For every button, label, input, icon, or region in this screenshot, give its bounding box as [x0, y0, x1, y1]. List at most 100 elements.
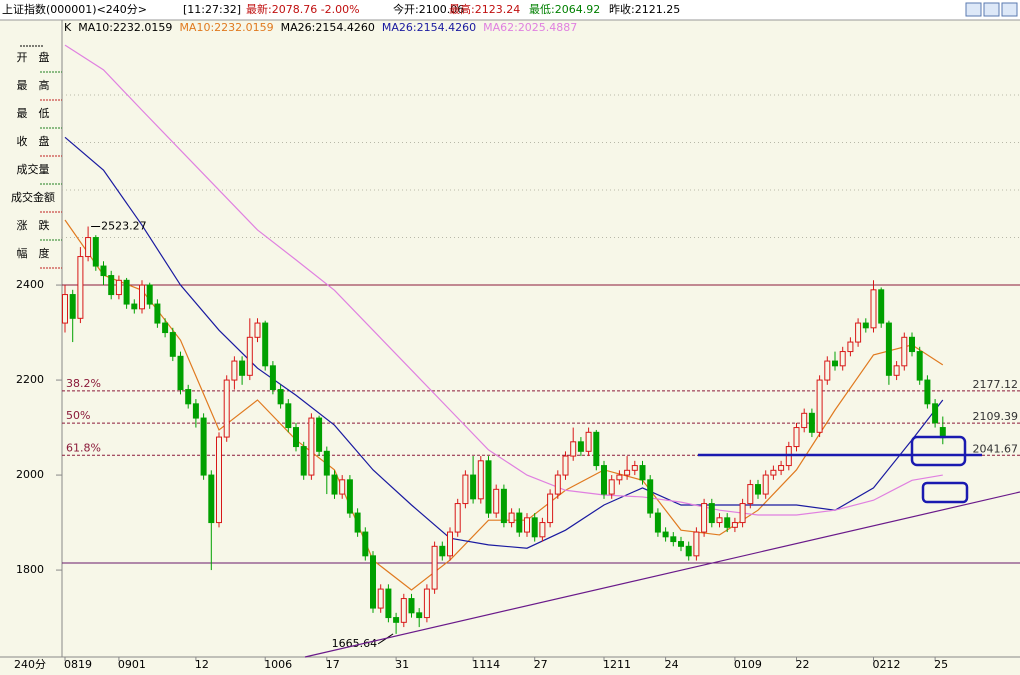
legend-entry: MA26:2154.4260 [281, 21, 375, 34]
x-tick-label: 25 [934, 658, 948, 671]
side-label: 幅 度 [17, 246, 50, 260]
candle-body [85, 237, 92, 258]
candle-body [300, 446, 307, 476]
legend-entry: MA10:2232.0159 [179, 21, 273, 34]
candle-body [69, 294, 76, 319]
x-tick-label: 0819 [64, 658, 92, 671]
candle-body [778, 465, 785, 471]
candle-body [231, 360, 238, 381]
candle-body [839, 351, 846, 367]
candle-body [585, 431, 592, 452]
candle-body [216, 436, 222, 524]
candle-body [855, 322, 862, 343]
candle-body [909, 336, 915, 353]
candle-body [454, 503, 461, 533]
candle-body [131, 303, 138, 310]
candle-body [531, 517, 538, 538]
candle-body [285, 403, 292, 429]
legend-entry: MA10:2232.0159 [78, 21, 172, 34]
header-time: [11:27:32] [183, 3, 241, 16]
candle-body [400, 598, 407, 623]
candle-body [647, 479, 654, 514]
side-label: 涨 跌 [17, 218, 50, 232]
candle-body [847, 341, 854, 353]
candle-body [624, 469, 631, 476]
x-tick-label: 1211 [603, 658, 631, 671]
fib-value: 2041.67 [973, 442, 1019, 455]
x-tick-label: 27 [534, 658, 548, 671]
candle-body [408, 598, 415, 614]
candle-body [346, 479, 353, 514]
candle-body [524, 517, 530, 533]
button-restore[interactable] [1001, 2, 1018, 17]
candle-body [808, 412, 815, 433]
candle-body [385, 588, 392, 619]
y-tick-label: 1800 [16, 563, 44, 576]
header-high: 最高:2123.24 [449, 2, 520, 16]
candle-body [62, 294, 68, 324]
candle-body [169, 332, 176, 357]
drawn-box [921, 481, 969, 504]
candle-body [354, 512, 361, 533]
x-tick-label: 12 [195, 658, 209, 671]
candle-body [662, 531, 669, 538]
candle-body [654, 512, 661, 533]
candle-body [200, 417, 207, 476]
button-prev[interactable] [965, 2, 982, 17]
candle-body [893, 365, 900, 376]
candle-body [716, 517, 723, 524]
legend-entry: MA26:2154.4260 [382, 21, 476, 34]
candle-body [639, 465, 646, 481]
candle-body [701, 503, 708, 533]
side-label: 开 盘 [17, 50, 50, 64]
button-next[interactable] [983, 2, 1000, 17]
header-low: 最低:2064.92 [529, 3, 600, 16]
candle-body [685, 545, 692, 557]
ma-line [64, 44, 943, 516]
fib-value: 2177.12 [973, 378, 1019, 391]
candle-body [192, 403, 199, 419]
candle-body [516, 512, 523, 533]
candle-body [177, 355, 184, 391]
candle-body [554, 474, 561, 495]
candle-body [885, 322, 892, 376]
candle-body [932, 403, 939, 424]
candle-body [269, 365, 276, 391]
candle-body [508, 512, 515, 524]
side-label: 收 盘 [17, 134, 50, 148]
side-label: 最 高 [17, 78, 50, 92]
candle-body [115, 279, 122, 296]
candle-body [123, 279, 130, 305]
candle-body [731, 522, 738, 528]
annotation: 2523.27 [101, 220, 147, 233]
x-tick-label: 0109 [734, 658, 762, 671]
candle-body [577, 441, 584, 452]
candle-body [246, 336, 253, 376]
candle-body [562, 455, 569, 476]
candle-body [146, 284, 153, 305]
ma-line [64, 219, 944, 591]
candle-body [608, 479, 615, 495]
legend-entry: MA62:2025.4887 [483, 21, 577, 34]
candle-body [601, 465, 607, 495]
side-label: 最 低 [17, 107, 50, 120]
legend-entry: K [64, 21, 72, 34]
period-label: 240分 [14, 658, 46, 671]
window-buttons[interactable] [965, 2, 1018, 17]
fib-label: 50% [66, 409, 90, 422]
candle-body [832, 360, 838, 367]
candle-body [570, 441, 577, 457]
candle-body [693, 531, 700, 557]
candle-body [185, 389, 192, 405]
candle-body [493, 488, 500, 514]
header-title: 上证指数(000001)<240分> [2, 2, 147, 16]
candle-body [755, 484, 761, 495]
header-latest: 最新:2078.76 -2.00% [246, 2, 360, 16]
candle-body [770, 469, 777, 476]
candle-body [308, 417, 315, 476]
trend-line [304, 491, 1020, 658]
candle-body [139, 284, 145, 310]
candle-body [924, 379, 931, 405]
annotation: 1665.64 [332, 637, 378, 650]
candle-body [862, 322, 869, 329]
